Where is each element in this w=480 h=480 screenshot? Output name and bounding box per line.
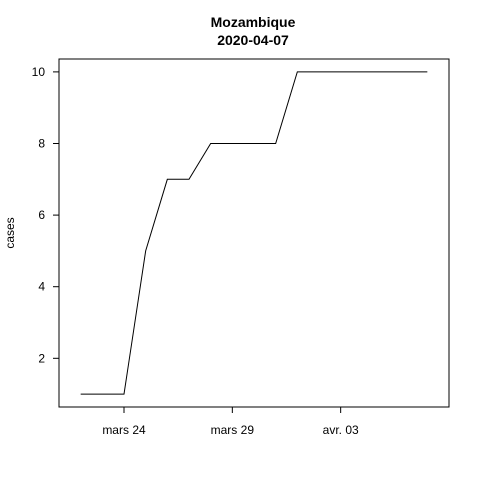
y-tick-label: 2 bbox=[38, 351, 45, 365]
y-axis: 2 4 6 8 10 bbox=[32, 65, 60, 365]
y-tick-label: 8 bbox=[38, 136, 45, 150]
x-tick-label: mars 24 bbox=[102, 423, 146, 437]
series-line bbox=[80, 71, 428, 395]
x-axis: mars 24 mars 29 avr. 03 bbox=[102, 406, 359, 437]
y-tick-label: 4 bbox=[38, 280, 45, 294]
series-group bbox=[80, 71, 428, 395]
y-tick-label: 6 bbox=[38, 208, 45, 222]
chart-title: Mozambique bbox=[211, 14, 296, 30]
x-tick-label: avr. 03 bbox=[323, 423, 359, 437]
y-axis-label: cases bbox=[3, 217, 17, 248]
x-tick-label: mars 29 bbox=[211, 423, 255, 437]
plot-box bbox=[58, 58, 450, 408]
y-tick-label: 10 bbox=[32, 65, 46, 79]
chart-subtitle: 2020-04-07 bbox=[217, 32, 289, 48]
